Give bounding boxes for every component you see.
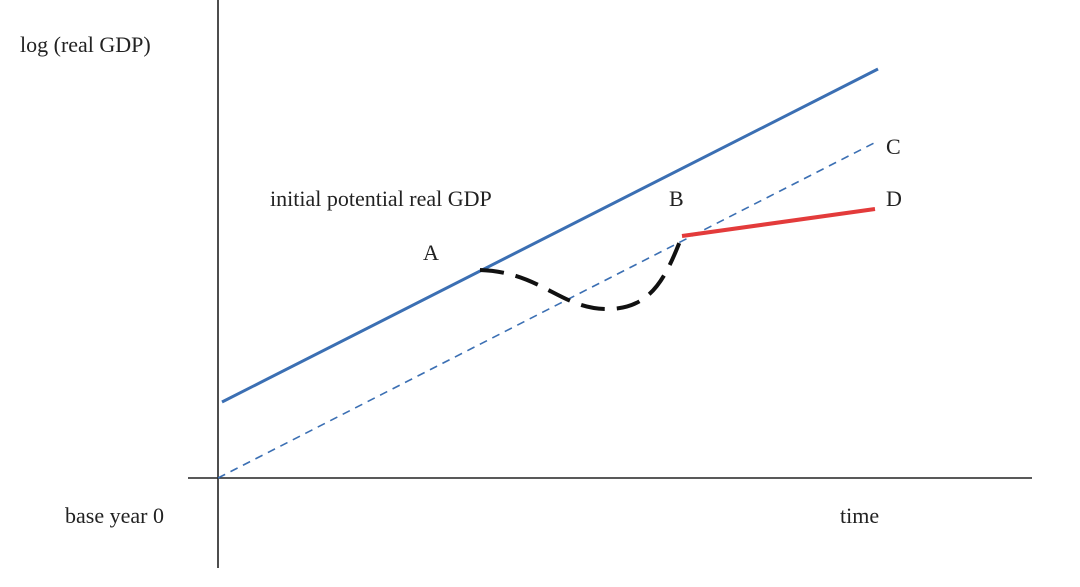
origin-label: base year 0 xyxy=(65,503,164,528)
point-c-label: C xyxy=(886,134,901,159)
y-axis-label: log (real GDP) xyxy=(20,32,151,57)
initial-potential-line xyxy=(221,67,879,404)
recession-path xyxy=(479,235,684,312)
new-growth-line xyxy=(681,207,876,238)
point-b-label: B xyxy=(669,186,684,211)
x-axis-label: time xyxy=(840,503,879,528)
point-a-label: A xyxy=(423,240,439,265)
point-d-label: D xyxy=(886,186,902,211)
initial-potential-label: initial potential real GDP xyxy=(270,186,492,211)
lower-trend-line xyxy=(217,141,877,479)
